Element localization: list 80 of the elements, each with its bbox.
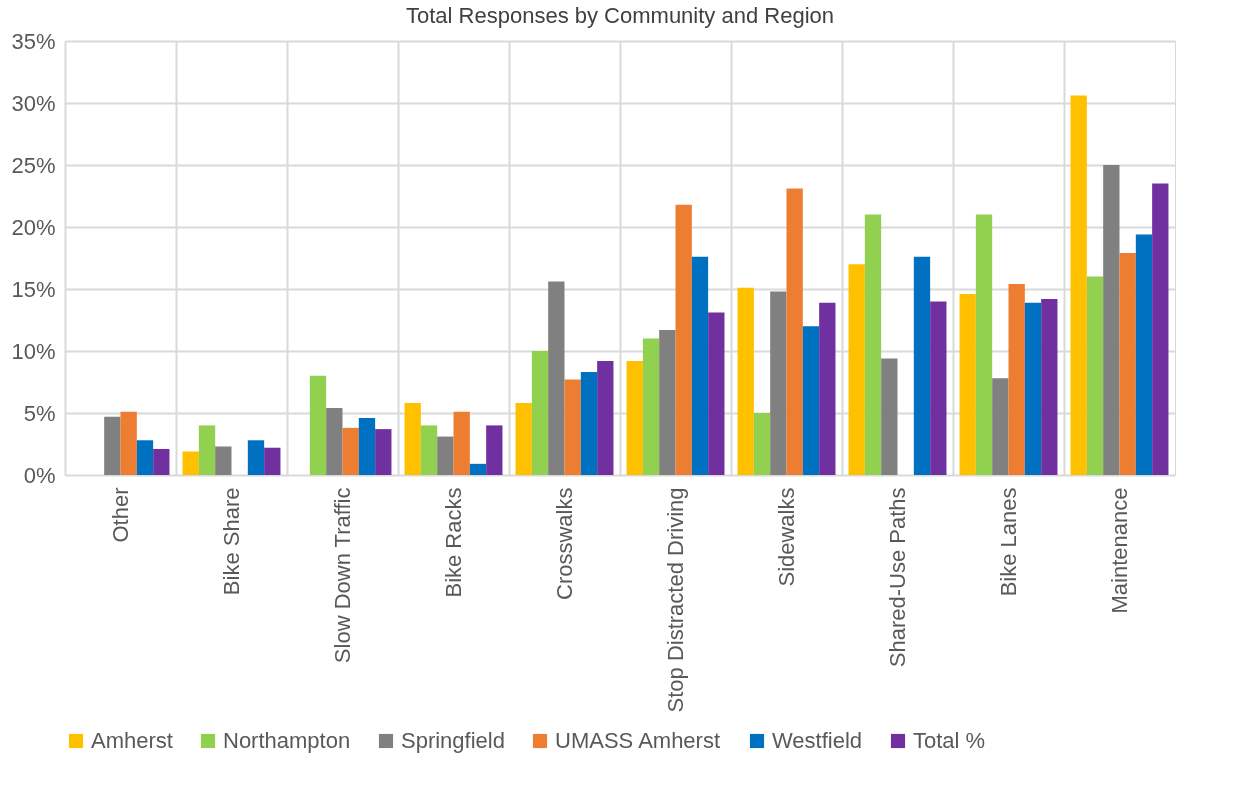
bar (881, 358, 898, 475)
chart-title: Total Responses by Community and Region (405, 3, 835, 28)
bar (437, 436, 454, 475)
bar (992, 378, 1009, 475)
x-tick-label: Bike Share (218, 487, 244, 596)
bar (1135, 234, 1153, 475)
bar (1086, 276, 1104, 475)
bar (913, 256, 931, 475)
y-tick-label: 15% (11, 276, 56, 302)
y-tick-label: 35% (11, 28, 56, 54)
y-tick-label: 25% (11, 152, 56, 178)
bar (1024, 302, 1042, 475)
bar (326, 408, 343, 475)
bar (597, 360, 614, 475)
y-tick-label: 5% (23, 400, 56, 426)
bar (864, 214, 882, 475)
legend-label: Springfield (401, 728, 505, 753)
bar (469, 463, 487, 475)
bar (770, 291, 787, 475)
bar (153, 448, 170, 475)
bar (930, 301, 947, 475)
bar (342, 427, 359, 475)
legend-label: Westfield (772, 728, 863, 753)
bar (375, 429, 392, 475)
x-tick-label: Shared-Use Paths (884, 487, 910, 668)
bar (531, 351, 549, 475)
x-tick-label: Slow Down Traffic (329, 487, 355, 664)
x-tick-label: Other (107, 487, 133, 543)
bar (264, 447, 281, 475)
bar (136, 440, 154, 475)
bar (309, 375, 327, 475)
bar (675, 204, 692, 475)
y-tick-label: 10% (11, 338, 56, 364)
bar (802, 326, 820, 475)
legend-label: Amherst (91, 728, 173, 753)
bar (975, 214, 993, 475)
bar (404, 403, 421, 475)
y-tick-label: 30% (11, 90, 56, 116)
bar (819, 302, 836, 475)
x-tick-label: Bike Lanes (995, 487, 1021, 597)
bar (737, 287, 754, 475)
bar (420, 425, 438, 475)
bar (691, 256, 709, 475)
bar (453, 411, 470, 475)
x-tick-label: Bike Racks (440, 487, 466, 598)
bar (358, 417, 376, 475)
bar (104, 416, 121, 475)
bar (626, 360, 643, 475)
bar (1070, 95, 1087, 475)
bar (1152, 183, 1169, 475)
bar (959, 293, 976, 475)
legend-label: Northampton (223, 728, 351, 753)
bar (515, 403, 532, 475)
bar (120, 411, 137, 475)
bar (548, 281, 565, 475)
y-tick-label: 0% (23, 462, 56, 488)
bar (753, 413, 771, 475)
bar (708, 312, 725, 475)
legend-label: Total % (913, 728, 986, 753)
bar (786, 188, 803, 475)
bar (215, 446, 232, 475)
bar (486, 425, 503, 475)
bar (247, 440, 265, 475)
bar (642, 338, 660, 475)
bar (1041, 298, 1058, 475)
y-tick-label: 20% (11, 214, 56, 240)
x-tick-label: Crosswalks (551, 487, 577, 600)
bar (659, 329, 676, 475)
bar (1008, 284, 1025, 475)
bar (198, 425, 216, 475)
bar (564, 379, 581, 475)
x-tick-label: Sidewalks (773, 487, 799, 587)
bar (580, 372, 598, 475)
bar (848, 264, 865, 475)
bar (1119, 253, 1136, 475)
bar (182, 451, 199, 475)
legend-label: UMASS Amherst (555, 728, 721, 753)
x-tick-label: Stop Distracted Driving (662, 487, 688, 713)
x-tick-label: Maintenance (1106, 487, 1132, 614)
bar (1103, 165, 1120, 475)
